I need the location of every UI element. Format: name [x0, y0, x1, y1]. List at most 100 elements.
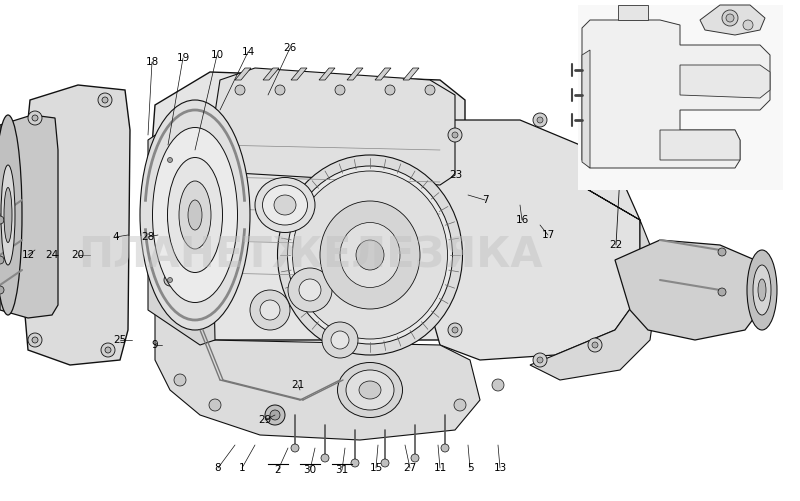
Ellipse shape	[0, 115, 22, 315]
Circle shape	[0, 256, 4, 264]
Text: 22: 22	[610, 240, 622, 250]
Ellipse shape	[274, 195, 296, 215]
Polygon shape	[700, 5, 765, 35]
Text: 18: 18	[146, 57, 158, 67]
Circle shape	[102, 97, 108, 103]
Circle shape	[98, 93, 112, 107]
Ellipse shape	[140, 100, 250, 330]
Polygon shape	[0, 115, 58, 318]
Ellipse shape	[287, 166, 453, 344]
Polygon shape	[680, 65, 770, 98]
Ellipse shape	[322, 322, 358, 358]
Ellipse shape	[260, 300, 280, 320]
Polygon shape	[22, 85, 130, 365]
Text: 21: 21	[291, 380, 305, 390]
Circle shape	[164, 274, 176, 286]
Circle shape	[167, 278, 173, 283]
Circle shape	[726, 14, 734, 22]
Text: 16: 16	[515, 215, 529, 225]
Circle shape	[492, 379, 504, 391]
Ellipse shape	[250, 290, 290, 330]
Ellipse shape	[338, 363, 402, 417]
Text: 31: 31	[335, 465, 349, 475]
Polygon shape	[660, 130, 740, 160]
Circle shape	[101, 343, 115, 357]
Text: 9: 9	[152, 340, 158, 350]
Text: 1: 1	[238, 463, 246, 473]
Text: 11: 11	[434, 463, 446, 473]
Polygon shape	[235, 68, 251, 80]
Circle shape	[425, 85, 435, 95]
Circle shape	[592, 162, 598, 168]
Circle shape	[385, 85, 395, 95]
Ellipse shape	[340, 222, 400, 288]
Ellipse shape	[188, 200, 202, 230]
Ellipse shape	[167, 157, 222, 273]
Ellipse shape	[320, 201, 420, 309]
Text: 7: 7	[482, 195, 488, 205]
Circle shape	[164, 154, 176, 166]
Circle shape	[235, 85, 245, 95]
Circle shape	[167, 217, 173, 222]
Text: 14: 14	[242, 47, 254, 57]
Ellipse shape	[4, 187, 12, 242]
Circle shape	[454, 399, 466, 411]
Bar	[578, 5, 783, 190]
Polygon shape	[430, 120, 640, 360]
Polygon shape	[615, 240, 760, 340]
Ellipse shape	[411, 454, 419, 462]
Ellipse shape	[753, 265, 771, 315]
Polygon shape	[618, 5, 648, 20]
Circle shape	[32, 337, 38, 343]
Circle shape	[743, 20, 753, 30]
Ellipse shape	[331, 331, 349, 349]
Text: 29: 29	[258, 415, 272, 425]
Circle shape	[270, 410, 280, 420]
Ellipse shape	[278, 155, 462, 355]
Ellipse shape	[758, 279, 766, 301]
Ellipse shape	[346, 370, 394, 410]
Circle shape	[164, 214, 176, 226]
Text: ПЛАНЕТЖЕЛЕЗЯКА: ПЛАНЕТЖЕЛЕЗЯКА	[78, 234, 542, 276]
Circle shape	[265, 405, 285, 425]
Polygon shape	[148, 105, 215, 345]
Ellipse shape	[299, 279, 321, 301]
Text: 2: 2	[274, 465, 282, 475]
Circle shape	[718, 248, 726, 256]
Circle shape	[28, 111, 42, 125]
Circle shape	[537, 117, 543, 123]
Text: 4: 4	[113, 232, 119, 242]
Ellipse shape	[153, 127, 238, 303]
Ellipse shape	[359, 381, 381, 399]
Circle shape	[448, 323, 462, 337]
Text: 26: 26	[283, 43, 297, 53]
Circle shape	[718, 288, 726, 296]
Ellipse shape	[356, 240, 384, 270]
Ellipse shape	[321, 454, 329, 462]
Circle shape	[592, 342, 598, 348]
Circle shape	[32, 115, 38, 121]
Ellipse shape	[262, 185, 307, 225]
Circle shape	[0, 216, 4, 224]
Text: 12: 12	[22, 250, 34, 260]
Circle shape	[452, 132, 458, 138]
Circle shape	[452, 327, 458, 333]
Text: 10: 10	[210, 50, 223, 60]
Text: 17: 17	[542, 230, 554, 240]
Ellipse shape	[288, 268, 332, 312]
Circle shape	[28, 333, 42, 347]
Text: 28: 28	[142, 232, 154, 242]
Polygon shape	[291, 68, 307, 80]
Circle shape	[335, 85, 345, 95]
Circle shape	[588, 338, 602, 352]
Circle shape	[105, 347, 111, 353]
Text: 24: 24	[46, 250, 58, 260]
Text: 25: 25	[114, 335, 126, 345]
Ellipse shape	[293, 171, 447, 339]
Circle shape	[167, 157, 173, 162]
Polygon shape	[263, 68, 279, 80]
Circle shape	[275, 85, 285, 95]
Polygon shape	[148, 72, 465, 340]
Polygon shape	[319, 68, 335, 80]
Circle shape	[537, 357, 543, 363]
